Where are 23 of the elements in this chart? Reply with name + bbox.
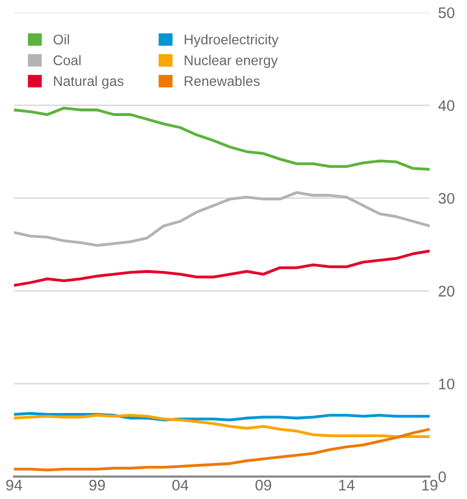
y-tick-label: 20 xyxy=(438,286,454,297)
line-series xyxy=(14,106,430,171)
y-tick-label: 40 xyxy=(438,100,454,111)
line-series xyxy=(14,191,430,247)
legend-label: Nuclear energy xyxy=(184,55,278,68)
x-tick-label: 04 xyxy=(172,480,188,491)
legend-label: Natural gas xyxy=(54,76,124,89)
y-tick-label: 10 xyxy=(439,378,454,390)
x-tick-label: 09 xyxy=(255,480,272,491)
legend-label: Oil xyxy=(54,34,69,44)
line-series xyxy=(14,250,430,287)
y-tick-label: 0 xyxy=(438,471,446,482)
line-series xyxy=(14,428,430,472)
x-tick-label: 99 xyxy=(89,480,105,491)
y-tick-label: 30 xyxy=(438,192,454,204)
legend-label: Coal xyxy=(54,55,81,66)
x-tick-label: 94 xyxy=(6,480,22,491)
legend-label: Renewables xyxy=(184,76,260,86)
y-tick-label: 50 xyxy=(438,7,454,18)
legend-label: Hydroelectricity xyxy=(184,34,279,48)
line-series xyxy=(14,414,430,438)
x-tick-label: 14 xyxy=(339,480,355,490)
x-tick-label: 19 xyxy=(422,480,438,491)
